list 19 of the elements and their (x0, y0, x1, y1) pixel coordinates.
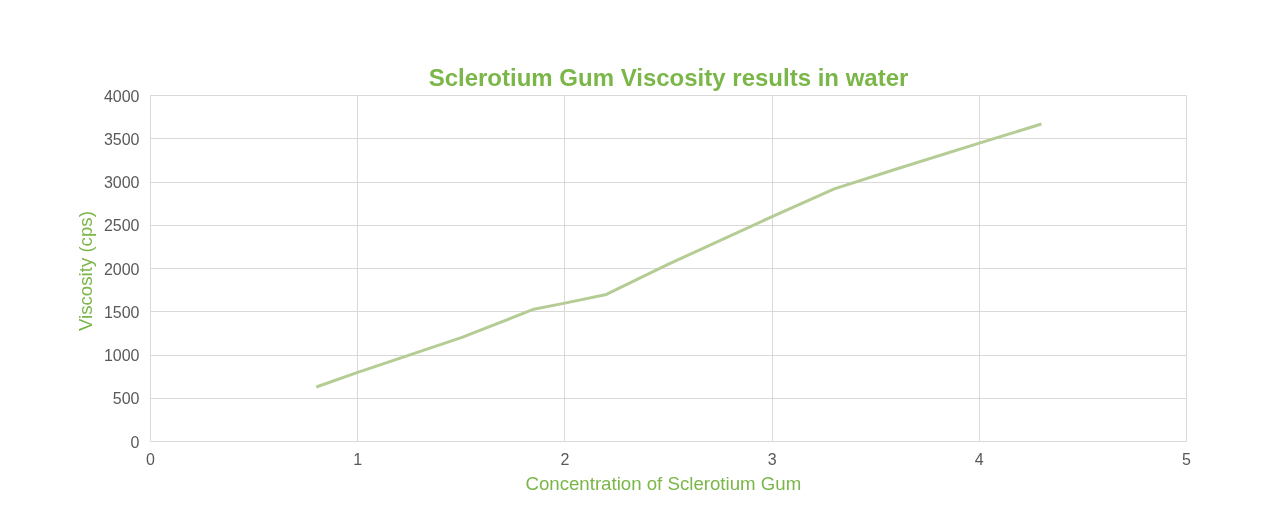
y-tick-label: 4000 (103, 87, 140, 105)
x-tick-label: 4 (974, 450, 984, 468)
y-tick-label: 1500 (103, 303, 140, 321)
x-tick-label: 3 (767, 450, 777, 468)
y-tick-label: 500 (112, 390, 140, 408)
y-tick-label: 1000 (103, 347, 140, 364)
y-axis-title: Viscosity (cps) (74, 211, 96, 332)
y-tick-label: 2500 (103, 217, 140, 235)
x-tick-label: 5 (1182, 450, 1192, 468)
line-series (314, 122, 1043, 389)
x-axis-title: Concentration of Sclerotium Gum (525, 472, 802, 494)
x-tick-label: 0 (146, 450, 156, 468)
x-tick-label: 1 (353, 450, 363, 468)
y-tick-label: 3000 (103, 174, 140, 191)
y-tick-label: 0 (130, 433, 140, 451)
y-tick-label: 2000 (103, 260, 140, 278)
y-tick-label: 3500 (103, 130, 140, 148)
x-tick-label: 2 (560, 450, 570, 468)
chart-title: Sclerotium Gum Viscosity results in water (428, 63, 909, 91)
